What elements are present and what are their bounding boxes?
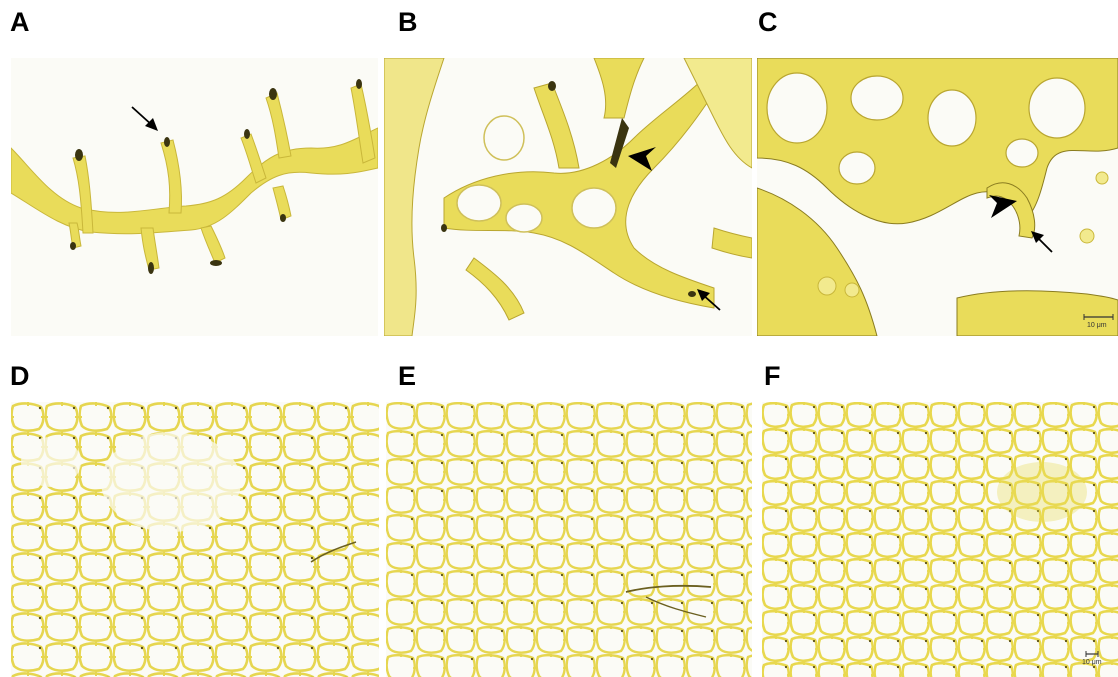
micrograph-c-svg: 10 μm (757, 58, 1118, 336)
micrograph-panel-d (11, 402, 379, 677)
scale-bar-f: 10 μm (1082, 651, 1102, 666)
arrowhead-marker-c (989, 195, 1017, 218)
micrograph-b-svg (384, 58, 752, 336)
panel-label-a: A (10, 7, 30, 37)
panel-label-e: E (398, 361, 417, 391)
micrograph-panel-e (386, 402, 752, 677)
arrowhead-marker-b (628, 147, 656, 171)
arrow-marker-b (697, 289, 721, 311)
micrograph-panel-c: 10 μm (757, 58, 1118, 336)
micrograph-a-svg (11, 58, 378, 336)
scale-bar-label-c: 10 μm (1087, 322, 1107, 329)
scale-bar-c: 10 μm (1083, 314, 1114, 329)
micrograph-panel-b (384, 58, 752, 336)
micrograph-panel-a (11, 58, 378, 336)
arrow-marker-c (1031, 231, 1053, 253)
micrograph-e-svg (386, 402, 752, 677)
arrow-marker-a (131, 106, 158, 131)
panel-label-f: F (764, 361, 781, 391)
micrograph-panel-f: 10 μm (762, 402, 1118, 677)
micrograph-f-svg: 10 μm (762, 402, 1118, 677)
scale-bar-label-f: 10 μm (1082, 659, 1102, 666)
micrograph-d-svg (11, 402, 379, 677)
panel-label-b: B (398, 7, 418, 37)
panel-label-d: D (10, 361, 30, 391)
panel-label-c: C (758, 7, 778, 37)
